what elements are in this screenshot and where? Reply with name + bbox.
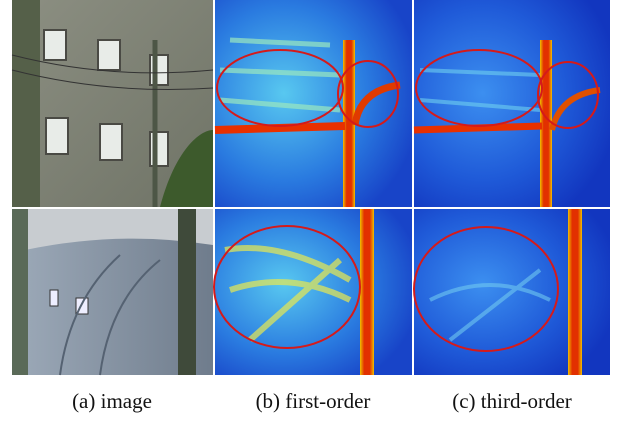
photo-top: [12, 0, 213, 207]
heatmap-first-top: [215, 0, 412, 207]
page: (a) image (b) first-order (c) third-orde…: [0, 0, 626, 420]
caption: (a) image: [72, 389, 152, 413]
photo-bottom: [12, 209, 213, 375]
caption: (b) first-order: [256, 389, 371, 413]
heatmap-third-top: [414, 0, 610, 207]
caption: (c) third-order: [452, 389, 572, 413]
figure: (a) image (b) first-order (c) third-orde…: [0, 0, 626, 420]
heatmap-first-bottom: [214, 209, 412, 375]
heatmap-third-bottom: [414, 209, 610, 375]
